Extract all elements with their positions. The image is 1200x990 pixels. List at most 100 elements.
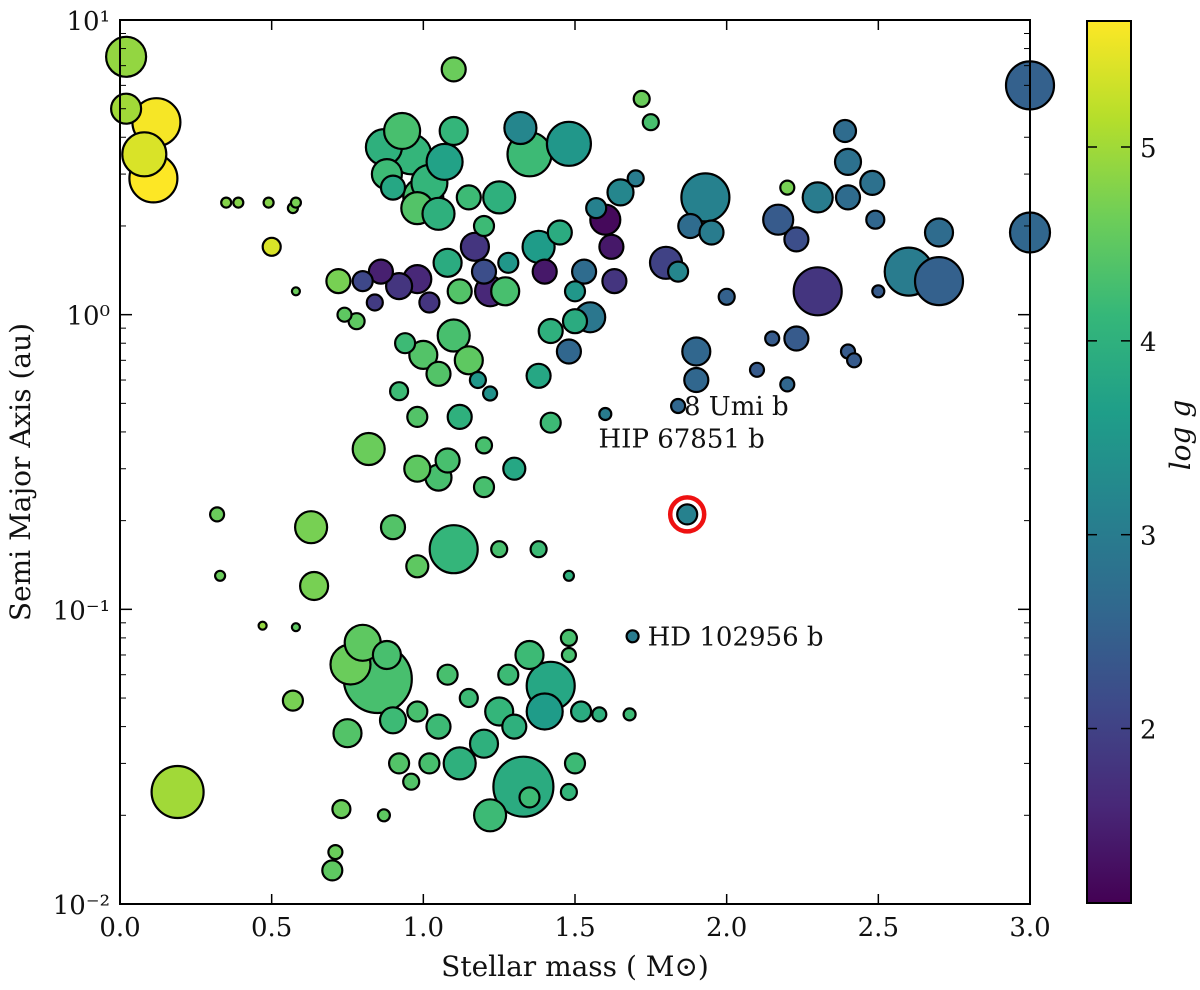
data-point [681, 336, 712, 367]
data-point [563, 280, 587, 303]
colorbar: 2 3 4 5 log g [1086, 20, 1197, 904]
data-point [683, 366, 710, 394]
data-point [351, 270, 374, 293]
data-point [332, 718, 363, 749]
data-point [121, 131, 168, 178]
data-point [290, 286, 301, 297]
data-point [559, 782, 579, 802]
data-point [232, 196, 245, 209]
data-point [214, 569, 227, 582]
annotation-8-umi-b: 8 Umi b [684, 392, 789, 422]
data-point [591, 706, 608, 723]
data-point [351, 431, 386, 467]
colorbar-tick-label: 4 [1140, 328, 1157, 358]
data-point [779, 179, 796, 196]
data-point [502, 456, 527, 481]
axes-layer: 0.0 0.5 1.0 1.5 2.0 2.5 3.0 10⁻² 10⁻¹ 10⁰ 10¹ [53, 7, 1051, 943]
data-point [559, 628, 579, 648]
data-point [472, 476, 496, 499]
x-tick-label: 1.0 [403, 913, 444, 943]
data-point [698, 219, 725, 246]
data-point [561, 308, 589, 335]
data-point [299, 570, 330, 602]
data-point [379, 514, 407, 541]
annotation-layer: 8 Umi b HIP 67851 b HD 102956 b [599, 392, 824, 652]
data-point [394, 332, 417, 355]
data-point [537, 317, 564, 345]
data-point [209, 506, 226, 523]
data-point [468, 370, 487, 390]
data-point [717, 287, 736, 306]
data-point [109, 92, 143, 125]
data-point [403, 454, 432, 483]
data-point [632, 89, 651, 109]
annotation-hd-102956-b: HD 102956 b [648, 622, 824, 652]
x-tick-label: 2.0 [706, 913, 747, 943]
data-point [442, 746, 477, 781]
data-point [408, 339, 439, 370]
data-point [525, 692, 564, 731]
data-point [440, 56, 467, 83]
data-point [626, 169, 645, 188]
data-point [748, 361, 766, 378]
data-point [570, 258, 598, 285]
data-point [490, 276, 521, 307]
data-point [482, 385, 499, 402]
data-point [598, 233, 625, 260]
data-point [762, 203, 795, 236]
data-point [406, 700, 429, 723]
data-point [325, 268, 352, 295]
data-point [257, 620, 268, 631]
y-tick-label: 10⁰ [66, 302, 110, 332]
data-point [385, 272, 414, 301]
points-layer [104, 35, 1056, 882]
y-tick-label: 10⁻² [53, 891, 110, 921]
data-point [428, 524, 479, 575]
data-point [421, 196, 456, 231]
y-axis-title: Semi Major Axis (au) [4, 323, 37, 621]
data-point [367, 258, 394, 285]
data-point [518, 786, 541, 809]
data-point [425, 713, 452, 740]
data-point [764, 330, 781, 347]
data-point [622, 707, 637, 722]
data-point [281, 689, 304, 712]
data-point [497, 663, 520, 686]
data-point [455, 184, 482, 211]
colorbar-ticks: 2 3 4 5 [1087, 134, 1157, 746]
x-tick-label: 3.0 [1009, 913, 1050, 943]
data-point [474, 436, 494, 455]
data-point [783, 325, 810, 352]
data-point [676, 503, 699, 526]
data-point [501, 713, 528, 740]
colorbar-tick-label: 3 [1140, 522, 1157, 552]
data-point [666, 260, 690, 283]
data-point [406, 405, 429, 428]
colorbar-tick-label: 2 [1140, 716, 1157, 746]
data-point [425, 142, 464, 181]
data-point [473, 798, 508, 833]
data-point [104, 35, 148, 78]
data-point [669, 397, 687, 415]
data-point [371, 639, 402, 671]
data-point [832, 118, 858, 144]
data-point [446, 403, 473, 430]
data-point [331, 798, 352, 820]
data-point [472, 214, 496, 238]
colorbar-label: log g [1164, 400, 1197, 471]
data-point [546, 219, 573, 246]
data-point [438, 115, 469, 147]
y-tick-label: 10⁻¹ [53, 596, 110, 626]
data-point [865, 209, 886, 230]
data-point [436, 318, 471, 353]
x-tick-label: 2.5 [858, 913, 899, 943]
data-point [598, 406, 613, 422]
data-point [859, 169, 886, 196]
data-point [783, 226, 810, 253]
data-point [779, 376, 796, 393]
data-point [379, 174, 407, 201]
data-point [434, 447, 461, 474]
data-point [514, 639, 545, 671]
